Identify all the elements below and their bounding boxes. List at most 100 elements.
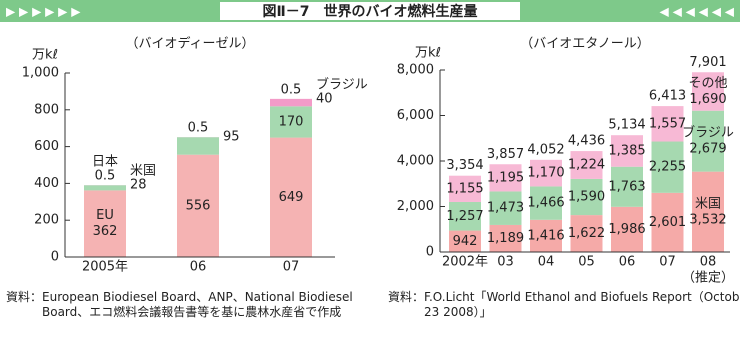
value-label: 1,986: [608, 222, 645, 237]
y-tick-label: 0: [426, 245, 434, 260]
series-name: 米国: [130, 164, 156, 179]
series-name: EU: [96, 208, 114, 223]
x-tick-label: 06: [619, 255, 636, 270]
total-label: 7,901: [689, 55, 726, 70]
total-label: 4,052: [527, 142, 564, 157]
bar-segment: [570, 178, 603, 216]
bar-segment: [611, 166, 643, 207]
value-label: 0.5: [188, 121, 209, 136]
total-label: 6,413: [649, 89, 686, 104]
total-label: 4,436: [568, 134, 605, 149]
series-name: ブラジル: [316, 76, 368, 92]
bar-segment: [651, 192, 684, 252]
value-label: 1,590: [568, 190, 605, 205]
value-label: 1,473: [487, 201, 524, 216]
x-tick-label: 2002年: [442, 255, 488, 270]
bar-segment: [530, 186, 562, 220]
bar-segment: [692, 110, 724, 172]
value-label: 1,466: [527, 196, 564, 211]
bar-segment: [84, 190, 126, 257]
value-label: 40: [316, 91, 333, 106]
value-label: 1,189: [487, 231, 524, 246]
header-title: 図Ⅱ－7 世界のバイオ燃料生産量: [263, 3, 478, 20]
bar-segment: [692, 171, 724, 252]
header-arrows: ◀ ◀ ◀ ◀ ◀ ◀: [660, 5, 735, 19]
value-label: 649: [279, 190, 304, 205]
header-arrows: ▶ ▶ ▶ ▶ ▶ ▶: [6, 5, 81, 19]
value-label: 1,155: [446, 181, 483, 196]
bar-segment: [489, 191, 522, 225]
chart-subtitle: （バイオエタノール）: [520, 37, 650, 52]
bar-segment: [177, 137, 219, 155]
value-label: 942: [453, 234, 478, 249]
value-label: 28: [130, 178, 147, 193]
y-tick-label: 600: [34, 139, 59, 154]
x-note: （推定）: [682, 271, 734, 286]
value-label: 1,416: [527, 228, 564, 243]
value-label: 1,763: [608, 179, 645, 194]
value-label: 2,679: [689, 142, 726, 157]
total-label: 3,354: [446, 158, 483, 173]
source-note: 資料：F.O.Licht「World Ethanol and Biofuels …: [388, 290, 740, 319]
value-label: 1,622: [568, 226, 605, 241]
bar-segment: [651, 106, 684, 142]
y-tick-label: 4,000: [397, 154, 434, 169]
value-label: 556: [186, 198, 211, 213]
y-tick-label: 400: [34, 176, 59, 191]
y-axis-unit: 万kℓ: [415, 46, 441, 61]
bar-segment: [270, 106, 312, 138]
bar-segment: [611, 135, 643, 167]
bar-segment: [530, 219, 562, 252]
chart-subtitle: （バイオディーゼル）: [125, 36, 254, 52]
bar-segment: [270, 98, 312, 107]
x-tick-label: 06: [190, 260, 207, 275]
bar-segment: [692, 72, 724, 111]
y-tick-label: 200: [34, 213, 59, 228]
value-label: 1,195: [487, 170, 524, 185]
value-label: 0.5: [95, 169, 116, 184]
bar-segment: [449, 175, 481, 202]
x-tick-label: 2005年: [82, 260, 128, 275]
bar-segment: [489, 224, 522, 252]
value-label: 1,557: [649, 116, 686, 131]
total-label: 5,134: [608, 118, 645, 133]
x-tick-label: 04: [538, 255, 555, 270]
total-label: 3,857: [487, 147, 524, 162]
series-name: その他: [688, 76, 727, 91]
bar-segment: [611, 206, 643, 252]
value-label: 2,255: [649, 160, 686, 175]
y-tick-label: 1,000: [22, 66, 59, 81]
x-tick-label: 05: [578, 255, 595, 270]
value-label: 362: [93, 224, 118, 239]
bar-segment: [570, 215, 603, 252]
value-label: 95: [223, 130, 240, 145]
x-tick-label: 07: [283, 260, 300, 275]
y-tick-label: 800: [34, 102, 59, 117]
value-label: 1,690: [689, 92, 726, 107]
bar-segment: [489, 164, 522, 192]
value-label: 2,601: [649, 215, 686, 230]
bar-segment: [570, 151, 603, 179]
source-note: 資料：European Biodiesel Board、ANP、National…: [6, 290, 353, 319]
header-title-box: [220, 2, 520, 20]
value-label: 0.5: [281, 82, 302, 97]
series-name: ブラジル: [682, 125, 734, 141]
bar-segment: [651, 141, 684, 193]
bar-segment: [530, 159, 562, 187]
bar-segment: [449, 201, 481, 231]
y-tick-label: 8,000: [397, 63, 434, 78]
value-label: 1,170: [527, 166, 564, 181]
y-tick-label: 2,000: [397, 199, 434, 214]
value-label: 170: [279, 114, 304, 129]
bar-segment: [177, 154, 219, 257]
value-label: 1,385: [608, 143, 645, 158]
bar-segment: [270, 137, 312, 257]
bar-segment: [449, 230, 481, 252]
x-tick-label: 03: [497, 255, 514, 270]
y-tick-label: 0: [51, 250, 59, 265]
y-tick-label: 6,000: [397, 108, 434, 123]
x-tick-label: 08: [700, 255, 717, 270]
bar-segment: [84, 185, 126, 191]
